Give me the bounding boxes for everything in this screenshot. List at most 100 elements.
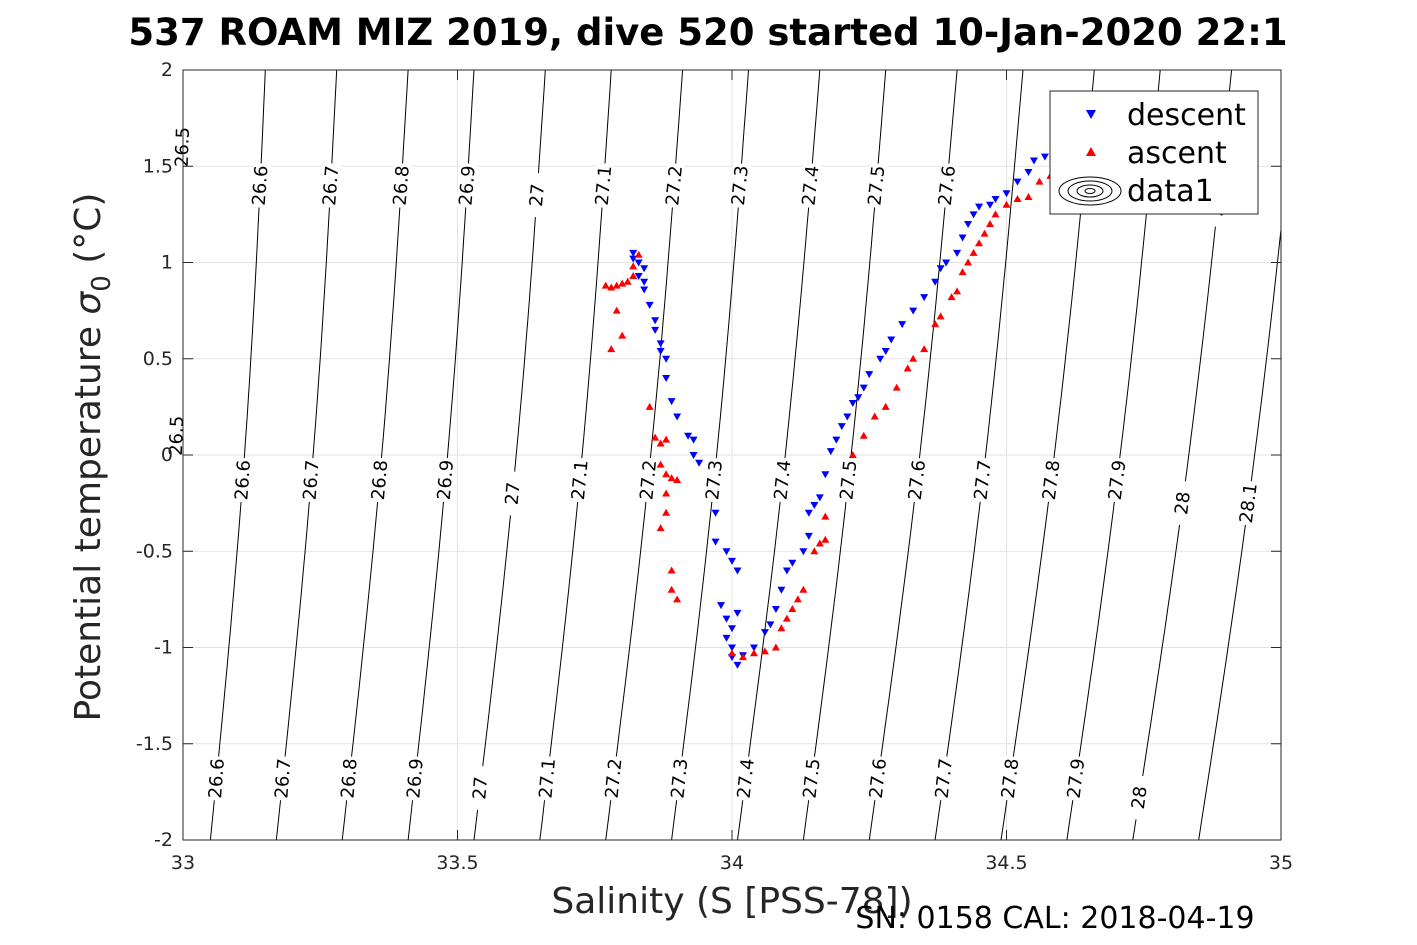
ascent-point (771, 643, 780, 651)
isopycnal-label-bg (1127, 774, 1152, 821)
ascent-point (810, 547, 819, 555)
y-tick-label: 0.5 (143, 348, 173, 370)
isopycnal-label: 26.6 (231, 459, 255, 500)
isopycnal-labels: 26.526.6 26.7 26.8 26.9 27 27.1 27.2 27.3 27.4 27… (166, 124, 1262, 821)
ascent-point (618, 331, 627, 339)
descent-point (640, 265, 649, 273)
descent-point (821, 471, 830, 479)
descent-point (634, 259, 643, 267)
ascent-point (667, 585, 676, 593)
ascent-point (656, 439, 665, 447)
ascent-point (728, 649, 736, 657)
descent-point (722, 548, 731, 556)
isopycnal-label-bg (1105, 457, 1129, 503)
descent-point (788, 559, 797, 567)
descent-point (656, 348, 665, 356)
ascent-point (612, 306, 621, 314)
isopycnal-label-bg (602, 755, 625, 802)
isopycnal-label: 27.7 (971, 459, 996, 501)
descent-point (717, 602, 726, 610)
isopycnal-label-bg (272, 755, 294, 802)
ascent-point (645, 402, 654, 410)
ascent-point (673, 476, 682, 484)
ascent-point (848, 451, 857, 458)
isopycnal-label-bg (232, 457, 254, 503)
legend-box (1049, 90, 1259, 215)
descent-point (640, 278, 649, 286)
x-axis-label: Salinity (S [PSS-78]) (551, 881, 912, 922)
isopycnal-label: 27 (469, 776, 492, 801)
ascent-point (799, 585, 808, 593)
descent-point (771, 606, 780, 613)
isopycnal-label-bg (434, 457, 457, 503)
descent-point (958, 234, 967, 242)
isopycnal-label: 28 (1171, 491, 1195, 516)
ascent-point (936, 312, 945, 320)
isopycnal-label-bg (536, 755, 559, 802)
isopycnal-label-bg (300, 457, 322, 503)
descent-point (733, 567, 742, 575)
descent-point (964, 221, 973, 228)
isopycnal-label: 26.7 (319, 165, 343, 207)
descent-point (777, 586, 786, 594)
ascent-point (656, 460, 665, 468)
isopycnal-label: 28.1 (1236, 482, 1262, 524)
ascent-point (601, 281, 610, 289)
descent-point (909, 307, 918, 315)
legend-contour-icon (1058, 176, 1122, 206)
isopycnal-label-bg (905, 457, 929, 503)
isopycnal-label-bg (205, 755, 228, 801)
descent-point (931, 278, 940, 286)
descent-point (733, 661, 742, 669)
isopycnal-label-bg (799, 162, 822, 209)
ascent-point (629, 262, 638, 270)
isopycnal-label: 27.3 (667, 757, 692, 799)
descent-point (760, 629, 769, 637)
isopycnal-label: 27.4 (734, 757, 759, 799)
isopycnal-line (1198, 224, 1281, 840)
descent-point (722, 634, 731, 642)
descent-point (804, 532, 813, 540)
descent-point (936, 265, 945, 273)
descent-point (975, 203, 984, 211)
ascent-point (788, 605, 797, 612)
ascent-point (667, 474, 676, 482)
descent-point (667, 398, 676, 406)
descent-point (810, 502, 819, 510)
isopycnal-label-bg (771, 457, 794, 503)
descent-point (804, 509, 813, 517)
descent-point (953, 249, 962, 257)
isopycnal-label-bg (390, 162, 413, 209)
y-label-sigma: σ (68, 291, 109, 315)
ascent-point (749, 649, 758, 657)
descent-point (843, 413, 852, 421)
ascent-point (931, 320, 940, 328)
y-label-unit: (°C) (68, 193, 109, 276)
descent-point (662, 375, 671, 382)
descent-point (782, 567, 791, 575)
isopycnal-label-bg (166, 413, 187, 459)
isopycnal-label-bg (734, 755, 758, 802)
y-tick-label: -1 (154, 637, 173, 659)
isopycnal-label: 27 (526, 183, 549, 208)
isopycnal-label-bg (637, 457, 660, 503)
isopycnal-label: 26.7 (300, 459, 324, 501)
legend-ascent-marker (1086, 147, 1096, 156)
ascent-point (870, 412, 879, 420)
isopycnal-label: 27.1 (592, 165, 617, 207)
isopycnal-label: 26.6 (205, 758, 229, 799)
ascent-point (651, 433, 660, 441)
ascent-point (1013, 194, 1022, 202)
isopycnal-label: 26.6 (249, 165, 273, 206)
isopycnal-label-bg (338, 755, 360, 802)
descent-point (876, 355, 885, 363)
descent-point (651, 326, 660, 334)
descent-point (656, 340, 665, 348)
ascent-point (1002, 200, 1011, 208)
descent-point (837, 423, 846, 431)
isopycnal-label: 27.4 (798, 165, 823, 207)
isopycnal-label: 27.2 (636, 459, 661, 501)
ascent-point (991, 210, 1000, 218)
ascent-point (607, 283, 616, 291)
